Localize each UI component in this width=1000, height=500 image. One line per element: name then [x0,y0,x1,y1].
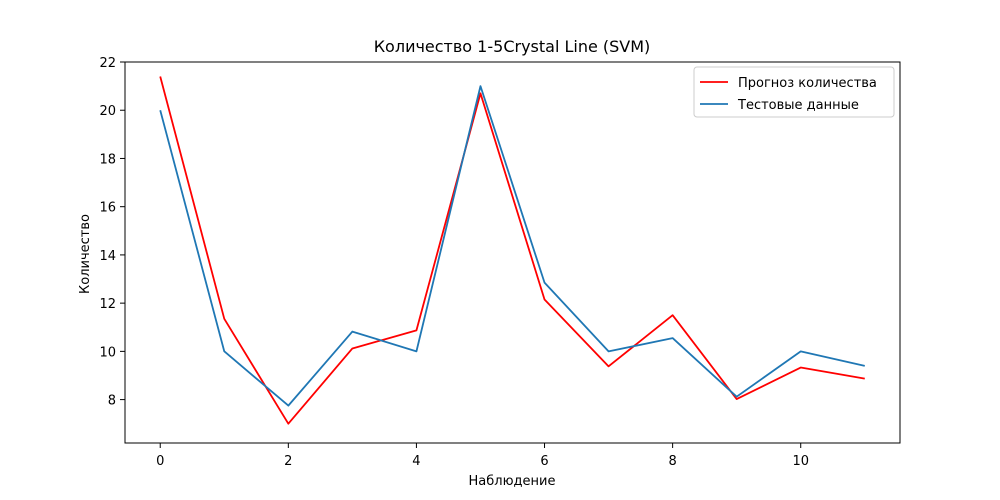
x-axis: 0 2 4 6 8 10 [156,443,809,469]
x-tick-label: 8 [668,454,676,469]
y-axis-label: Количество [78,214,93,294]
y-tick-label: 18 [99,152,116,167]
series-line-1 [159,76,865,425]
x-tick-label: 0 [156,454,164,469]
plot-area [124,61,901,444]
y-tick-label: 22 [99,56,116,71]
x-tick-label: 10 [792,454,809,469]
legend-label: Тестовые данные [737,98,859,113]
x-axis-label: Наблюдение [469,474,556,489]
legend-box [693,66,895,118]
chart-title: Количество 1-5Crystal Line (SVM) [374,37,651,56]
y-tick-label: 8 [108,394,116,409]
y-tick-label: 16 [99,201,116,216]
y-tick-label: 20 [99,104,116,119]
y-axis: 8 10 12 14 16 18 20 22 [99,56,125,409]
x-tick-label: 6 [540,454,548,469]
x-tick-label: 2 [284,454,292,469]
legend-label: Прогноз количества [738,76,877,91]
x-tick-label: 4 [412,454,420,469]
y-tick-label: 14 [99,249,116,264]
legend: Прогноз количества Тестовые данные [693,66,895,118]
y-tick-label: 12 [99,297,116,312]
series-line-2 [159,85,865,407]
series-layer [159,76,865,425]
y-tick-label: 10 [99,345,116,360]
